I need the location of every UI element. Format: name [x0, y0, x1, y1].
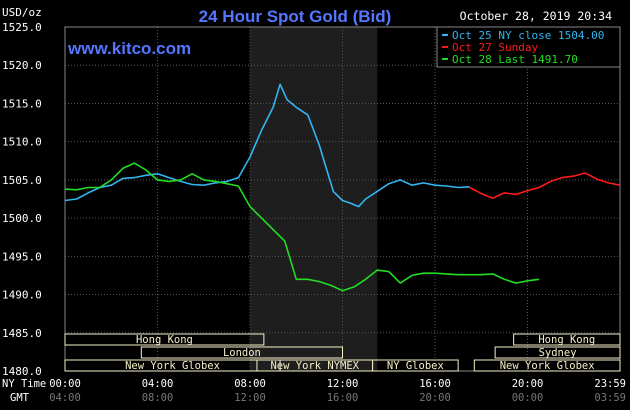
- session-bar: [494, 346, 621, 359]
- legend-box: [436, 26, 621, 68]
- y-tick-label: 1515.0: [2, 97, 42, 110]
- x-tick-label-gmt: 03:59: [594, 392, 626, 404]
- chart-title: 24 Hour Spot Gold (Bid): [199, 7, 392, 26]
- x-tick-label-ny: 04:00: [142, 378, 174, 390]
- x-tick-labels: 00:00 04:00 04:00 08:00 08:00 12:00 12:00 16:00…: [49, 378, 626, 404]
- x-tick-label-gmt: 00:00: [512, 392, 544, 404]
- nymex-session-shading: [250, 27, 378, 371]
- session-label: New York Globex: [125, 360, 220, 372]
- y-axis-unit: USD/oz: [2, 6, 42, 19]
- x-tick-label-gmt: 08:00: [142, 392, 174, 404]
- y-tick-label: 1500.0: [2, 212, 42, 225]
- session-label: New York Globex: [500, 360, 595, 372]
- session-label: Hong Kong: [538, 334, 595, 346]
- session-label: New York NYMEX: [270, 360, 359, 372]
- session-bar: [64, 359, 281, 372]
- x-axis-label-gmt: GMT: [10, 392, 30, 404]
- session-bar: [513, 333, 621, 346]
- x-tick-label-ny: 12:00: [327, 378, 359, 390]
- watermark: www.kitco.com: [67, 39, 191, 58]
- x-axis-label-ny: NY Time: [2, 378, 46, 390]
- series-lines: [64, 83, 621, 292]
- session-label: NY Globex: [387, 360, 444, 372]
- session-label: Sydney: [539, 347, 577, 359]
- y-tick-label: 1510.0: [2, 136, 42, 149]
- legend-label-oct27: Oct 27 Sunday: [452, 41, 538, 54]
- session-label: Hong Kong: [136, 334, 193, 346]
- x-tick-label-gmt: 16:00: [327, 392, 359, 404]
- session-bar: [140, 346, 343, 359]
- x-tick-label-ny: 23:59: [594, 378, 626, 390]
- timestamp: October 28, 2019 20:34: [460, 9, 612, 23]
- y-tick-labels: 1480.0 1485.0 1490.0 1495.0 1500.0 1505.0 1510…: [2, 21, 42, 378]
- session-bar: [64, 333, 265, 346]
- y-tick-label: 1525.0: [2, 21, 42, 34]
- x-tick-label-gmt: 04:00: [49, 392, 81, 404]
- x-tick-label-ny: 00:00: [49, 378, 81, 390]
- x-tick-label-ny: 16:00: [419, 378, 451, 390]
- session-bar: [473, 359, 621, 372]
- session-label: London: [223, 347, 261, 359]
- y-tick-label: 1490.0: [2, 289, 42, 302]
- x-tick-label-ny: 20:00: [512, 378, 544, 390]
- series-line-1: [469, 172, 621, 199]
- x-tick-label-ny: 08:00: [234, 378, 266, 390]
- y-tick-label: 1485.0: [2, 327, 42, 340]
- legend-label-oct25: Oct 25 NY close 1504.00: [452, 29, 604, 42]
- legend-label-oct28: Oct 28 Last 1491.70: [452, 53, 578, 66]
- y-tick-label: 1480.0: [2, 365, 42, 378]
- y-tick-label: 1505.0: [2, 174, 42, 187]
- y-tick-label: 1520.0: [2, 59, 42, 72]
- session-bar: [372, 359, 459, 372]
- legend: Oct 25 NY close 1504.00 Oct 27 Sunday Oc…: [436, 26, 621, 68]
- x-tick-label-gmt: 20:00: [419, 392, 451, 404]
- series-line-0: [64, 83, 470, 208]
- series-line-2: [64, 162, 540, 292]
- x-tick-label-gmt: 12:00: [234, 392, 266, 404]
- y-tick-label: 1495.0: [2, 250, 42, 263]
